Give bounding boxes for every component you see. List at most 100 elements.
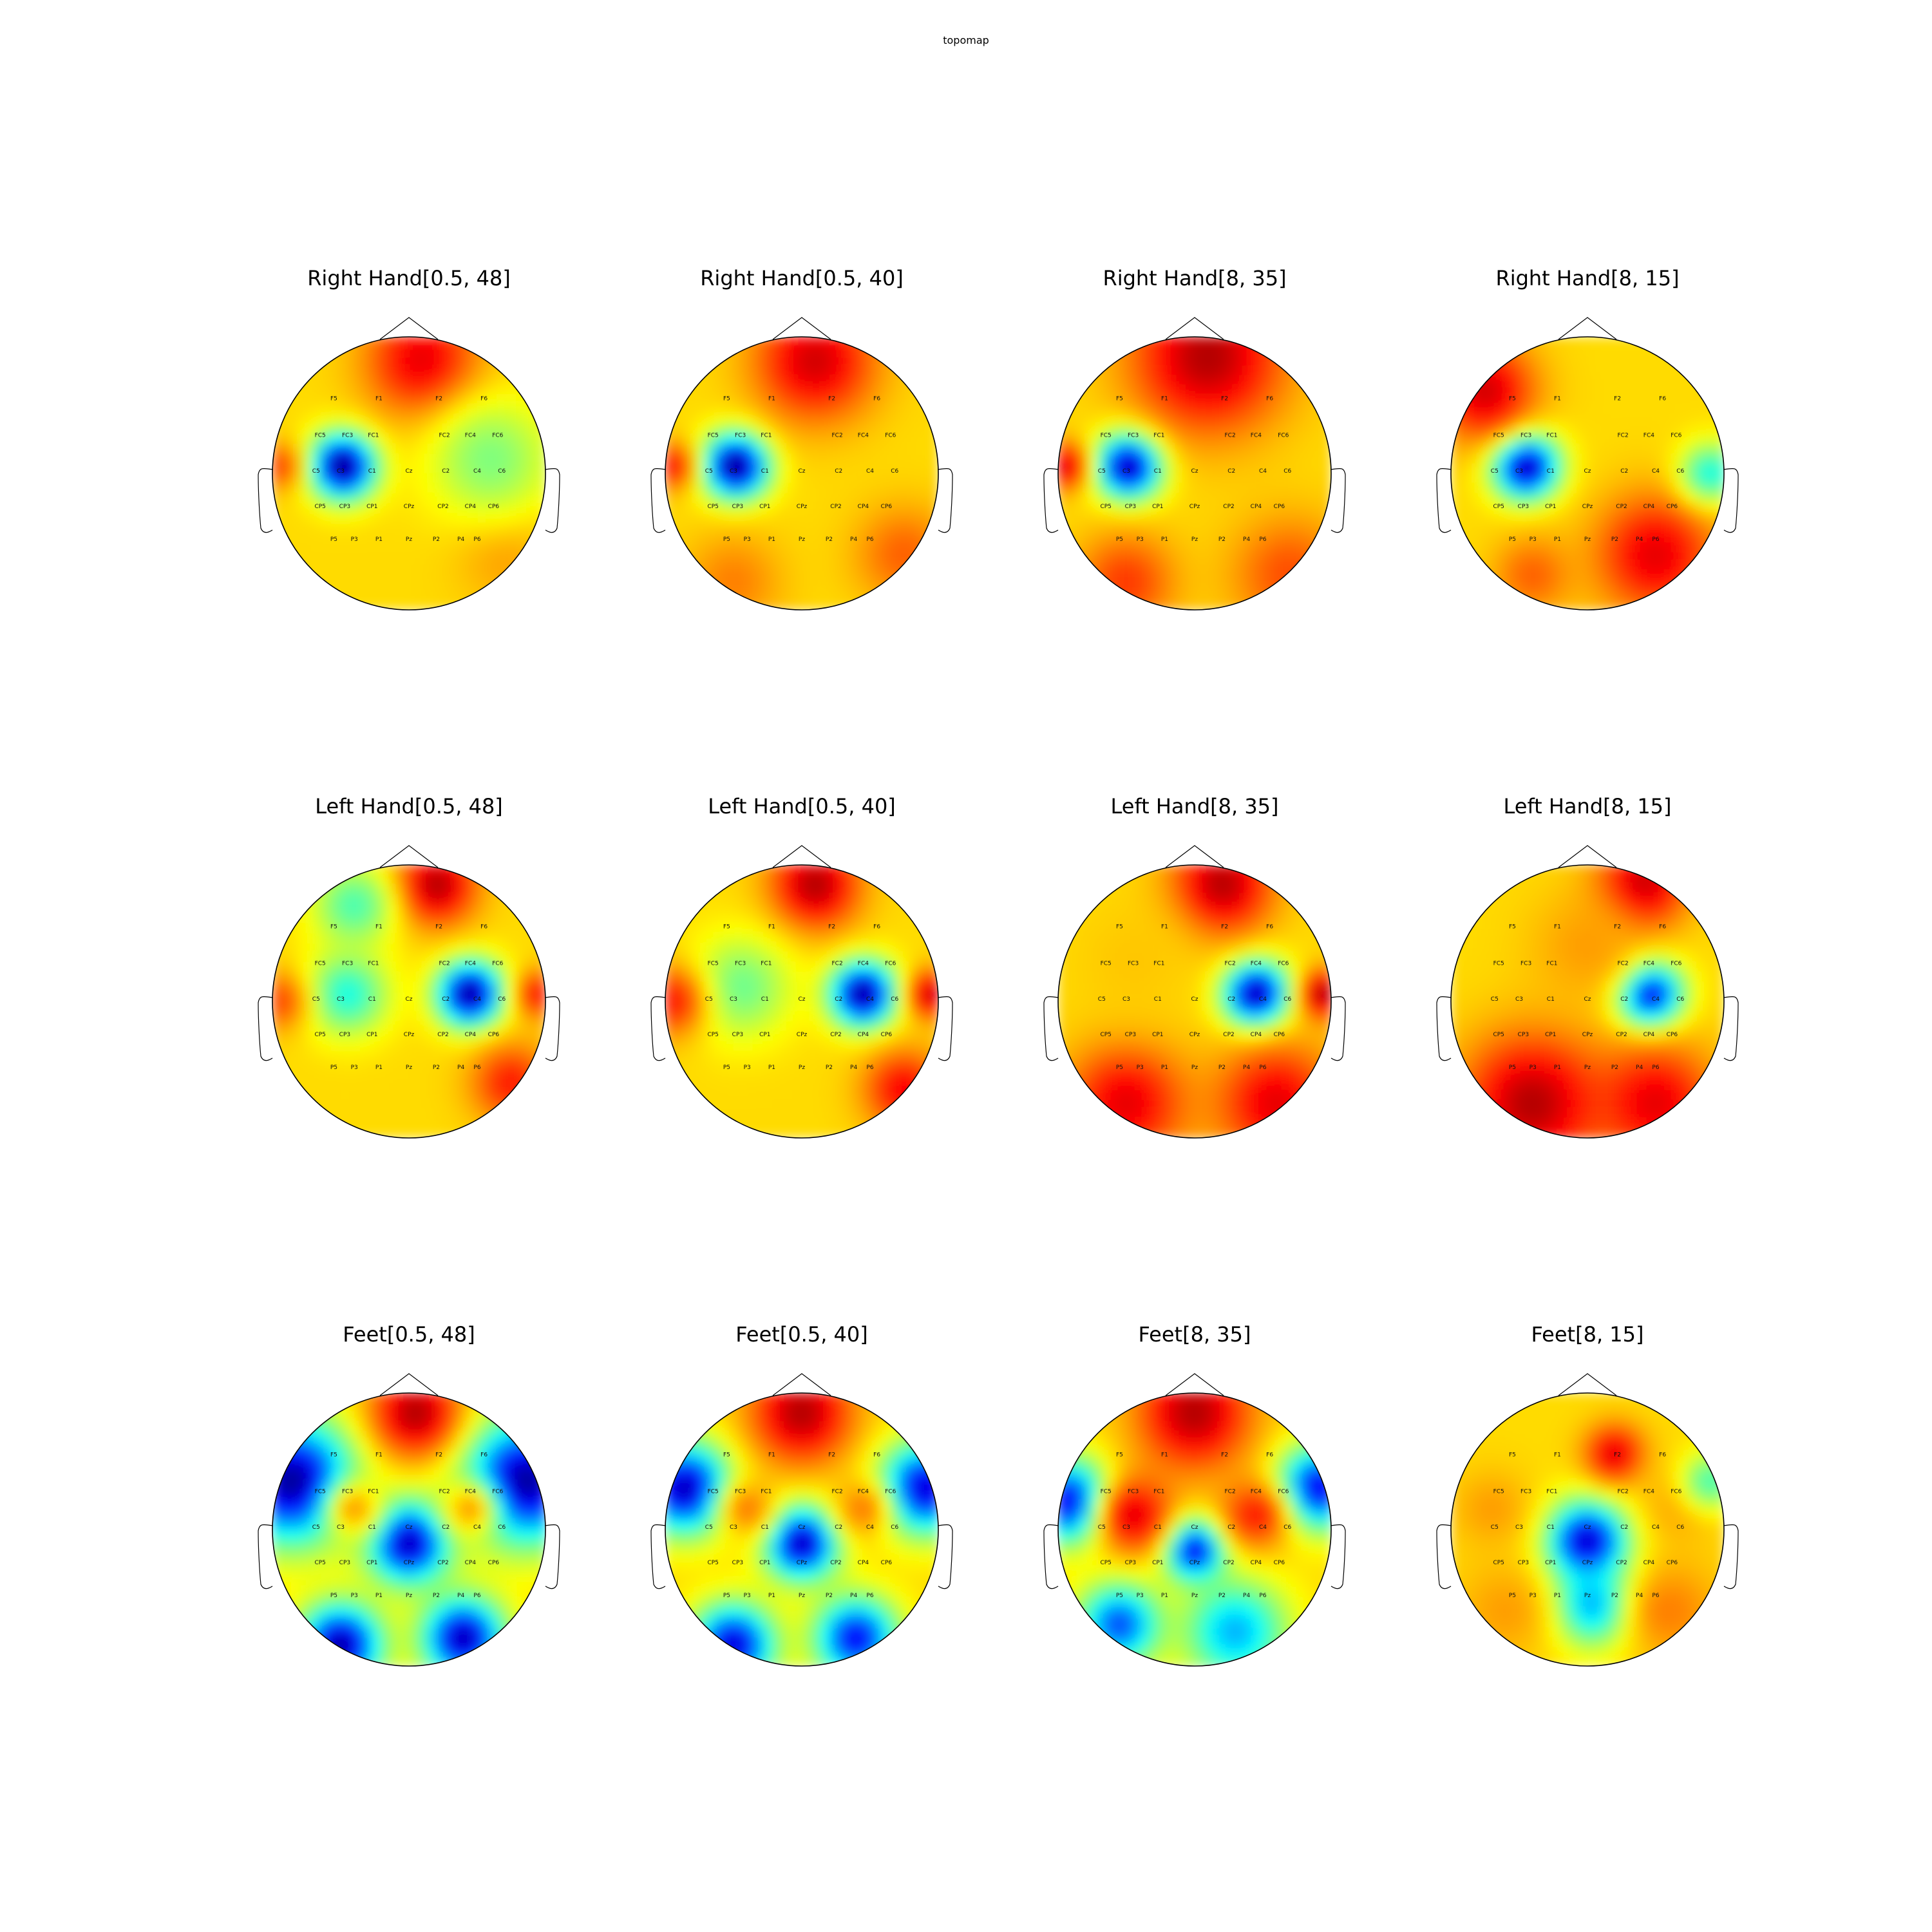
electrode-label: Pz	[1584, 536, 1591, 543]
electrode-label: C1	[368, 996, 376, 1003]
right-ear-outline	[938, 1524, 953, 1589]
electrode-label: C3	[337, 468, 345, 475]
electrode-label: FC6	[1671, 961, 1681, 967]
electrode-label: FC2	[1225, 961, 1236, 967]
right-ear-outline	[1723, 1524, 1739, 1589]
left-ear-outline	[1436, 468, 1452, 533]
electrode-label: P3	[744, 1593, 751, 1599]
electrode-label: P3	[1530, 536, 1537, 543]
electrode-label: CP4	[1643, 1560, 1655, 1566]
panel-title: Feet[0.5, 40]	[735, 1322, 868, 1347]
electrode-label: FC3	[1128, 1489, 1139, 1495]
electrode-label: CP3	[339, 1560, 350, 1566]
electrode-label: CP6	[1667, 504, 1678, 510]
electrode-label: CP5	[314, 504, 325, 510]
electrode-label: CP4	[465, 1032, 477, 1038]
electrode-label: CP4	[1251, 504, 1262, 510]
electrode-label: P4	[1243, 536, 1250, 543]
electrode-label: CP5	[1493, 1032, 1504, 1038]
electrode-label: Pz	[406, 1593, 412, 1599]
topomap-panel: Right Hand[8, 15] F5 F1 F2 F6 FC5 FC3 FC1 FC2 FC4…	[1436, 266, 1739, 611]
electrode-label: P4	[457, 1065, 464, 1071]
electrode-label: CP2	[437, 1560, 448, 1566]
nose-outline	[379, 317, 439, 340]
electrode-label: F5	[330, 395, 337, 402]
electrode-label: C4	[866, 468, 874, 475]
electrode-label: FC5	[1493, 961, 1504, 967]
electrode-label: FC6	[1671, 433, 1681, 439]
electrode-label: CP5	[314, 1032, 325, 1038]
electrode-label: C1	[761, 468, 769, 475]
electrode-label: FC3	[735, 961, 746, 967]
electrode-label: C2	[1620, 1524, 1628, 1531]
electrode-label: CP1	[366, 1032, 377, 1038]
electrode-label: F6	[1659, 923, 1666, 930]
head-outline	[665, 864, 939, 1139]
electrode-label: FC1	[1153, 961, 1164, 967]
electrode-label: CP3	[1125, 1560, 1136, 1566]
left-ear-outline	[1043, 1524, 1059, 1589]
topomap-panel: Feet[8, 15] F5 F1 F2 F6 FC5 FC3 FC1 FC2 FC4 FC6 C5 C…	[1436, 1322, 1739, 1667]
electrode-label: P2	[433, 1593, 440, 1599]
electrode-label: C5	[312, 1524, 320, 1531]
electrode-label: C5	[312, 996, 320, 1003]
electrode-label: P3	[351, 1593, 358, 1599]
electrode-label: C6	[1676, 996, 1684, 1003]
electrode-label: P1	[1161, 1065, 1168, 1071]
electrode-label: P6	[1259, 536, 1266, 543]
electrode-label: C4	[1259, 468, 1267, 475]
electrode-label: Pz	[799, 536, 805, 543]
electrode-label: P2	[826, 1065, 833, 1071]
electrode-label: F1	[375, 1452, 383, 1458]
electrode-label: CP5	[1100, 1560, 1111, 1566]
electrode-label: C5	[312, 468, 320, 475]
electrode-label: FC6	[1671, 1489, 1681, 1495]
electrode-label: CP3	[732, 504, 743, 510]
electrode-label: C2	[1227, 996, 1235, 1003]
right-ear-outline	[1723, 468, 1739, 533]
electrode-label: P6	[473, 1065, 480, 1071]
electrode-label: CP6	[881, 1032, 893, 1038]
electrode-label: CP4	[1643, 504, 1655, 510]
electrode-label: F5	[723, 395, 730, 402]
electrode-label: FC6	[885, 433, 896, 439]
electrode-label: P5	[723, 1065, 730, 1071]
electrode-label: CP2	[1223, 504, 1234, 510]
electrode-label: F5	[1116, 1452, 1123, 1458]
electrode-label: C5	[705, 1524, 713, 1531]
electrode-label: C6	[1676, 1524, 1684, 1531]
electrode-label: FC3	[1128, 433, 1139, 439]
electrode-label: CP2	[1223, 1032, 1234, 1038]
electrode-label: P1	[1554, 1593, 1561, 1599]
electrode-label: F6	[480, 1452, 488, 1458]
electrode-label: CPz	[797, 1560, 808, 1566]
electrode-label: F1	[1554, 923, 1561, 930]
electrode-label: FC4	[1643, 433, 1654, 439]
electrode-label: FC1	[1546, 433, 1557, 439]
electrode-label: CP6	[488, 1032, 500, 1038]
electrode-label: C5	[1491, 468, 1499, 475]
electrode-label: P5	[1509, 536, 1516, 543]
electrode-label: P1	[1161, 536, 1168, 543]
right-ear-outline	[1331, 1524, 1346, 1589]
electrode-label: CP4	[858, 1560, 869, 1566]
electrode-label: FC1	[1153, 1489, 1164, 1495]
electrode-label: Pz	[799, 1065, 805, 1071]
electrode-label: CP6	[881, 504, 893, 510]
electrode-label: FC1	[368, 433, 379, 439]
electrode-label: P6	[473, 536, 480, 543]
electrode-label: C3	[730, 468, 737, 475]
electrode-label: CPz	[1582, 1032, 1593, 1038]
electrode-label: CP2	[830, 504, 841, 510]
electrode-label: CP6	[881, 1560, 893, 1566]
left-ear-outline	[258, 468, 273, 533]
electrode-label: FC5	[315, 433, 326, 439]
electrode-label: F5	[1509, 1452, 1516, 1458]
electrode-label: C5	[705, 468, 713, 475]
electrode-label: CP3	[732, 1560, 743, 1566]
electrode-label: FC1	[368, 1489, 379, 1495]
electrode-label: P6	[1652, 1593, 1659, 1599]
electrode-label: F2	[828, 1452, 835, 1458]
electrode-label: P6	[1259, 1065, 1266, 1071]
